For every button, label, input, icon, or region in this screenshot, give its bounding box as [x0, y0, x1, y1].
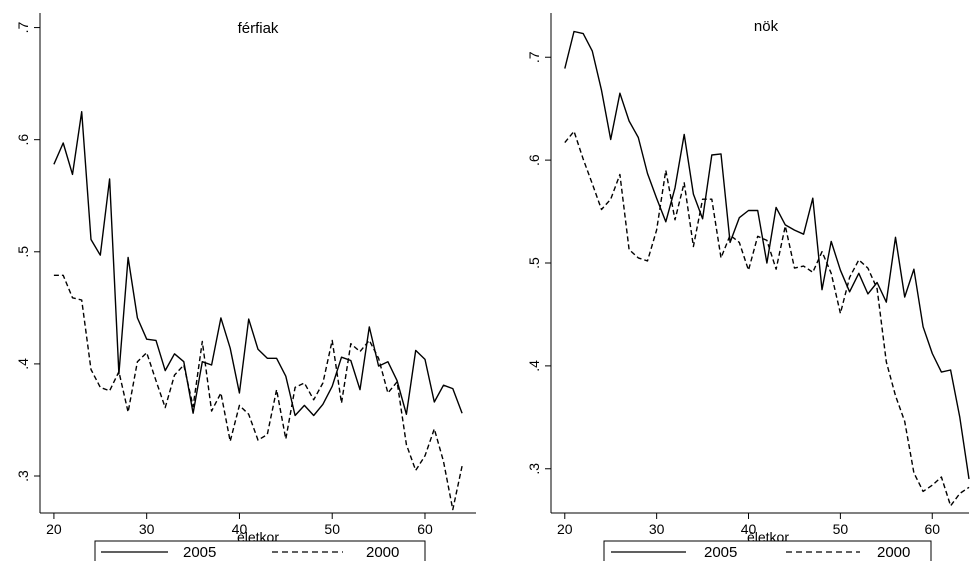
x-tick-label: 60 [417, 521, 433, 537]
x-tick-label: 20 [557, 521, 573, 537]
title-left: férfiak [238, 20, 279, 37]
y-tick-label: .6 [15, 134, 31, 146]
x-tick-label: 60 [924, 521, 940, 537]
plot-area-right [564, 30, 970, 507]
x-ticks-right: 20 30 40 50 60 [557, 513, 940, 537]
y-tick-label: .3 [526, 463, 542, 475]
legend-label-2005-left: 2005 [183, 544, 216, 561]
x-tick-label: 20 [46, 521, 62, 537]
y-tick-label: .7 [526, 51, 542, 63]
series-line-2000-left [53, 274, 463, 511]
series-line-2005-right [564, 30, 970, 480]
y-tick-label: .4 [15, 358, 31, 370]
x-tick-label: 30 [649, 521, 665, 537]
y-tick-label: .5 [15, 246, 31, 258]
y-tick-label: .3 [15, 470, 31, 482]
legend-label-2005-right: 2005 [704, 544, 737, 561]
x-tick-label: 30 [139, 521, 155, 537]
y-tick-label: .7 [15, 22, 31, 34]
y-tick-label: .4 [526, 360, 542, 372]
legend-label-2000-right: 2000 [877, 544, 910, 561]
series-line-2000-right [564, 130, 970, 507]
legend-right: 2005 2000 [603, 540, 932, 566]
x-tick-label: 40 [232, 521, 248, 537]
y-tick-label: .6 [526, 154, 542, 166]
y-ticks-left: .3 .4 .5 .6 .7 [15, 22, 40, 482]
legend-left: 2005 2000 [94, 540, 426, 566]
panel-left: férfiak .3.4.5.6.7 20 30 40 50 60 életkor 20… [15, 13, 476, 566]
x-tick-label: 40 [741, 521, 757, 537]
x-ticks-left: 20 30 40 50 60 [46, 513, 433, 537]
x-tick-label: 50 [833, 521, 849, 537]
title-right: nök [754, 18, 779, 35]
legend-label-2000-left: 2000 [366, 544, 399, 561]
plot-area-left [53, 110, 463, 511]
series-line-2005-left [53, 110, 463, 417]
x-tick-label: 50 [324, 521, 340, 537]
panel-right: nök .3.4.5.6.7 20 30 40 50 60 életkor 2005 2… [526, 13, 970, 566]
y-tick-label: .5 [526, 257, 542, 269]
y-ticks-right: .3 .4 .5 .6 .7 [526, 51, 551, 475]
